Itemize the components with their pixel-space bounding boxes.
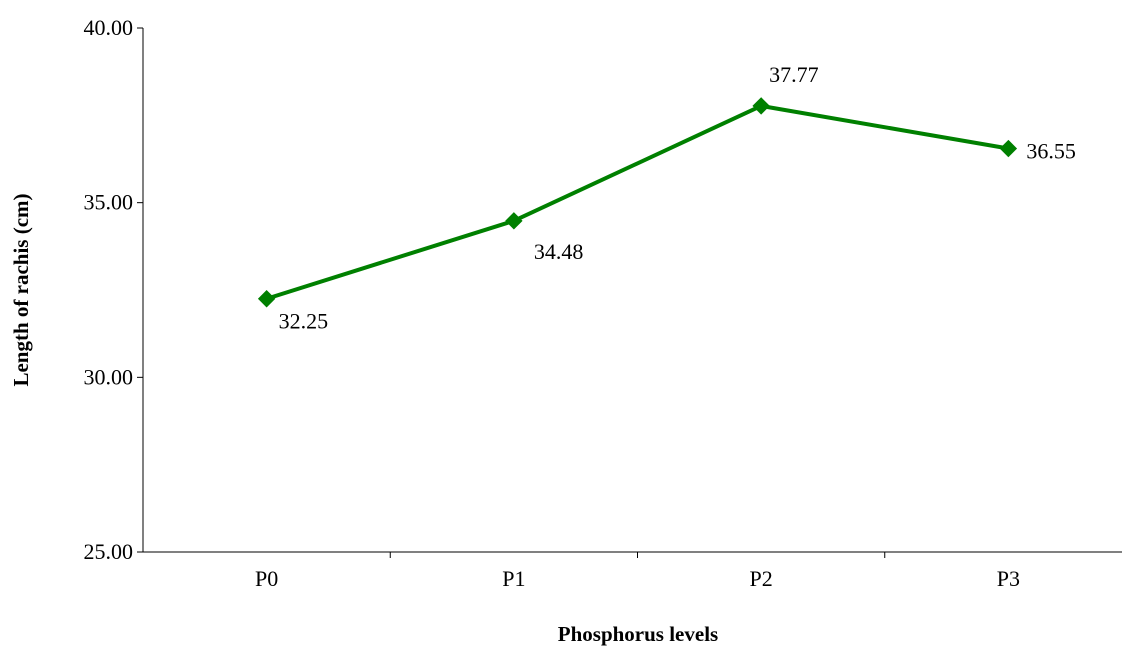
- x-tick-label: P3: [997, 566, 1020, 591]
- y-tick-label: 35.00: [84, 190, 134, 215]
- data-label: 36.55: [1026, 139, 1076, 164]
- data-point-marker: [999, 139, 1018, 158]
- series-group: [257, 97, 1018, 308]
- data-point-marker: [257, 290, 276, 308]
- data-label: 37.77: [769, 62, 819, 87]
- data-label: 32.25: [279, 309, 329, 334]
- y-tick-label: 40.00: [84, 15, 134, 40]
- data-point-marker: [752, 97, 770, 115]
- y-axis-ticks: 25.00 30.00 35.00 40.00: [84, 15, 143, 564]
- x-tick-label: P2: [750, 566, 773, 591]
- data-point-marker: [505, 212, 523, 230]
- x-axis-title: Phosphorus levels: [558, 622, 718, 646]
- y-axis-title: Length of rachis (cm): [9, 193, 33, 386]
- series-line: [266, 103, 1009, 301]
- x-tick-label: P1: [502, 566, 525, 591]
- y-tick-label: 30.00: [84, 364, 134, 389]
- data-labels-group: 32.25 34.48 37.77 36.55: [279, 62, 1076, 334]
- x-tick-label: P0: [255, 566, 278, 591]
- y-tick-label: 25.00: [84, 539, 134, 564]
- data-label: 34.48: [534, 239, 584, 264]
- x-axis-ticks: P0 P1 P2 P3: [255, 552, 1020, 591]
